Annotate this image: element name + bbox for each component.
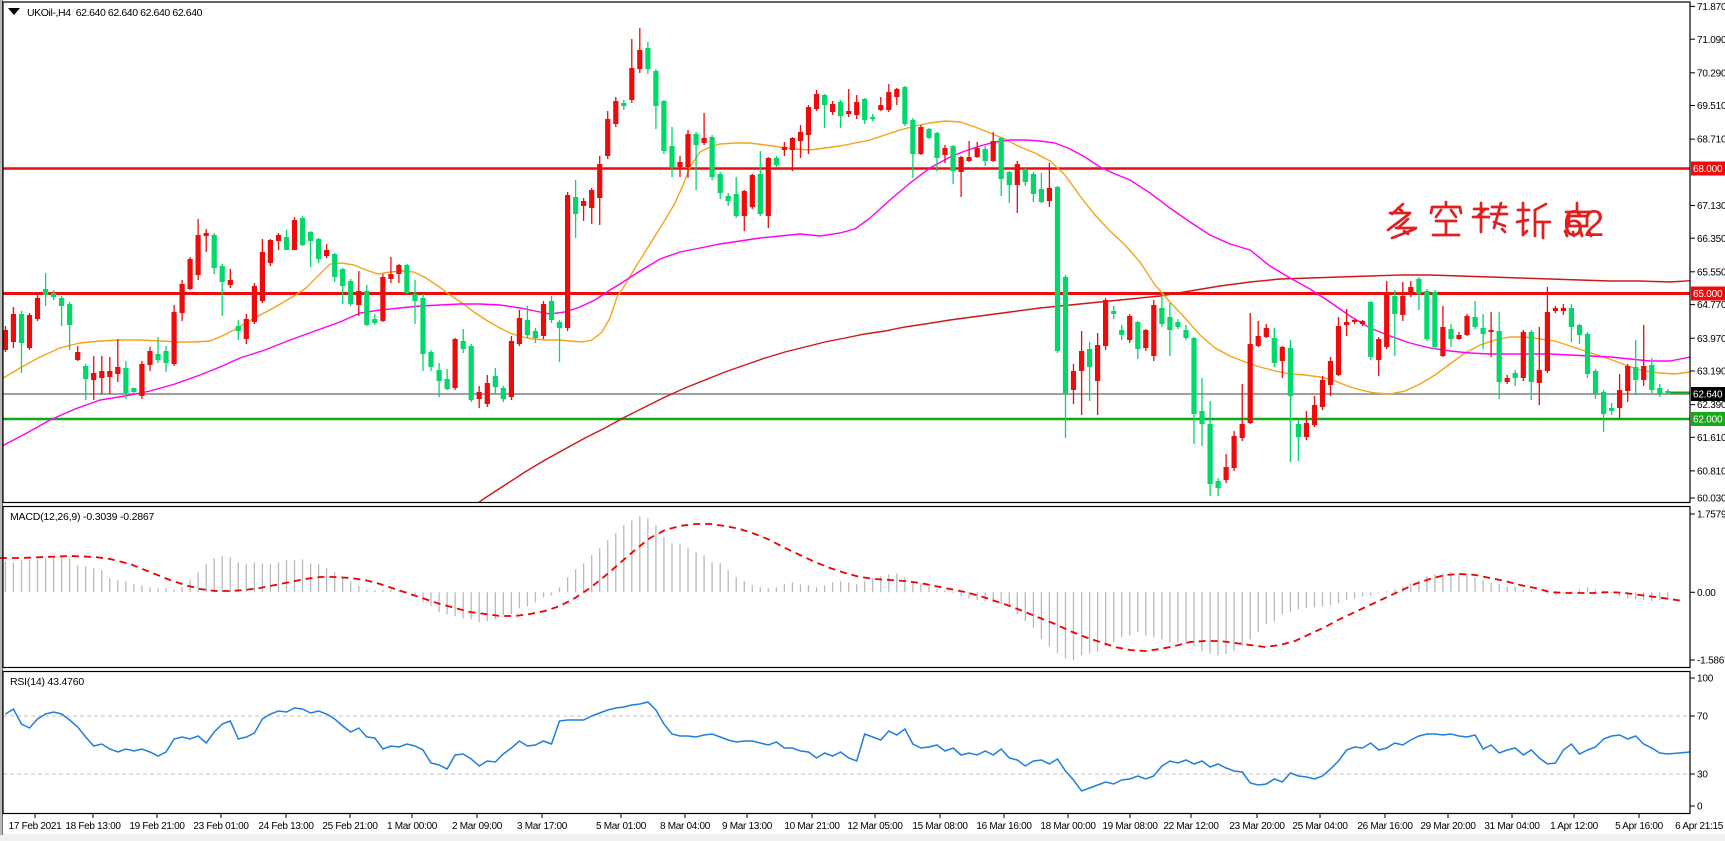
svg-text:100: 100 bbox=[1697, 674, 1714, 685]
svg-text:0: 0 bbox=[1697, 802, 1703, 813]
svg-text:26 Mar 16:00: 26 Mar 16:00 bbox=[1357, 821, 1413, 832]
svg-text:23 Feb 01:00: 23 Feb 01:00 bbox=[193, 821, 249, 832]
svg-text:0.00: 0.00 bbox=[1697, 588, 1716, 599]
svg-text:-1.5867: -1.5867 bbox=[1697, 656, 1725, 667]
svg-text:18 Feb 13:00: 18 Feb 13:00 bbox=[65, 821, 121, 832]
svg-text:70.290: 70.290 bbox=[1697, 68, 1725, 79]
svg-text:UKOil-,H4 62.640 62.640 62.64: UKOil-,H4 62.640 62.640 62.640 62.640 bbox=[27, 7, 203, 19]
svg-text:MACD(12,26,9) -0.3039 -0.2867: MACD(12,26,9) -0.3039 -0.2867 bbox=[10, 511, 155, 523]
svg-text:65.000: 65.000 bbox=[1693, 289, 1723, 300]
svg-text:71.090: 71.090 bbox=[1697, 35, 1725, 46]
svg-text:63.970: 63.970 bbox=[1697, 334, 1725, 345]
svg-text:71.870: 71.870 bbox=[1697, 2, 1725, 13]
svg-text:63.190: 63.190 bbox=[1697, 367, 1725, 378]
svg-text:62.000: 62.000 bbox=[1693, 415, 1723, 426]
svg-text:15 Mar 08:00: 15 Mar 08:00 bbox=[912, 821, 968, 832]
svg-text:61.610: 61.610 bbox=[1697, 433, 1725, 444]
svg-text:5 Apr 16:00: 5 Apr 16:00 bbox=[1615, 821, 1664, 832]
svg-text:65.550: 65.550 bbox=[1697, 267, 1725, 278]
svg-text:64.770: 64.770 bbox=[1697, 300, 1725, 311]
svg-text:60.030: 60.030 bbox=[1697, 494, 1725, 505]
svg-text:2 Mar 09:00: 2 Mar 09:00 bbox=[452, 821, 503, 832]
svg-text:18 Mar 00:00: 18 Mar 00:00 bbox=[1040, 821, 1096, 832]
svg-text:22 Mar 12:00: 22 Mar 12:00 bbox=[1163, 821, 1219, 832]
svg-text:12 Mar 05:00: 12 Mar 05:00 bbox=[847, 821, 903, 832]
svg-text:67.130: 67.130 bbox=[1697, 201, 1725, 212]
svg-text:62: 62 bbox=[1563, 203, 1604, 244]
svg-text:25 Feb 21:00: 25 Feb 21:00 bbox=[322, 821, 378, 832]
svg-text:68.710: 68.710 bbox=[1697, 135, 1725, 146]
svg-text:62.390: 62.390 bbox=[1697, 400, 1725, 411]
svg-text:1 Mar 00:00: 1 Mar 00:00 bbox=[387, 821, 438, 832]
svg-text:69.510: 69.510 bbox=[1697, 101, 1725, 112]
svg-text:68.000: 68.000 bbox=[1693, 164, 1723, 175]
svg-text:25 Mar 04:00: 25 Mar 04:00 bbox=[1292, 821, 1348, 832]
svg-text:31 Mar 04:00: 31 Mar 04:00 bbox=[1484, 821, 1540, 832]
svg-text:70: 70 bbox=[1697, 712, 1708, 723]
svg-text:66.350: 66.350 bbox=[1697, 234, 1725, 245]
svg-text:9 Mar 13:00: 9 Mar 13:00 bbox=[722, 821, 773, 832]
svg-text:10 Mar 21:00: 10 Mar 21:00 bbox=[784, 821, 840, 832]
svg-text:5 Mar 01:00: 5 Mar 01:00 bbox=[596, 821, 647, 832]
svg-text:23 Mar 20:00: 23 Mar 20:00 bbox=[1229, 821, 1285, 832]
svg-text:19 Mar 08:00: 19 Mar 08:00 bbox=[1102, 821, 1158, 832]
svg-text:8 Mar 04:00: 8 Mar 04:00 bbox=[660, 821, 711, 832]
svg-text:6 Apr 21:15: 6 Apr 21:15 bbox=[1675, 821, 1724, 832]
svg-text:24 Feb 13:00: 24 Feb 13:00 bbox=[258, 821, 314, 832]
svg-text:19 Feb 21:00: 19 Feb 21:00 bbox=[129, 821, 185, 832]
svg-text:29 Mar 20:00: 29 Mar 20:00 bbox=[1420, 821, 1476, 832]
svg-text:3 Mar 17:00: 3 Mar 17:00 bbox=[517, 821, 568, 832]
svg-text:16 Mar 16:00: 16 Mar 16:00 bbox=[976, 821, 1032, 832]
svg-text:60.810: 60.810 bbox=[1697, 467, 1725, 478]
svg-text:62.640: 62.640 bbox=[1693, 390, 1723, 401]
svg-text:RSI(14) 43.4760: RSI(14) 43.4760 bbox=[10, 676, 84, 688]
svg-text:30: 30 bbox=[1697, 770, 1708, 781]
svg-text:1.7579: 1.7579 bbox=[1697, 510, 1725, 521]
svg-text:17 Feb 2021: 17 Feb 2021 bbox=[9, 821, 63, 832]
svg-text:1 Apr 12:00: 1 Apr 12:00 bbox=[1550, 821, 1599, 832]
